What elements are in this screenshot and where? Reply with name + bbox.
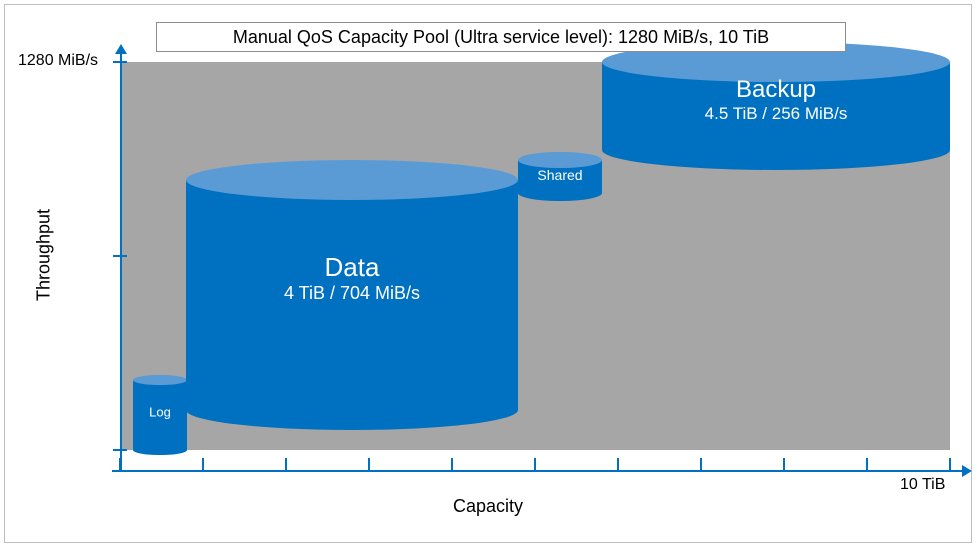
x-tick <box>119 458 121 472</box>
x-tick <box>534 458 536 472</box>
volume-title: Log <box>133 404 187 419</box>
volume-label: Data4 TiB / 704 MiB/s <box>186 252 518 304</box>
cylinder-bottom <box>186 390 518 430</box>
y-axis-arrow-icon <box>115 44 127 54</box>
x-tick <box>202 458 204 472</box>
y-axis-label: Throughput <box>34 209 55 301</box>
volume-title: Backup <box>602 76 950 104</box>
y-tick <box>113 449 127 451</box>
volume-backup: Backup4.5 TiB / 256 MiB/s <box>602 42 950 170</box>
y-tick <box>113 255 127 257</box>
y-axis-line <box>120 52 122 472</box>
x-axis-label: Capacity <box>0 496 976 517</box>
x-tick <box>866 458 868 472</box>
volume-data: Data4 TiB / 704 MiB/s <box>186 160 518 430</box>
x-axis-arrow-icon <box>962 465 972 477</box>
x-tick <box>285 458 287 472</box>
cylinder-top <box>186 160 518 200</box>
cylinder-bottom <box>133 445 187 456</box>
x-tick <box>700 458 702 472</box>
cylinder-bottom <box>518 185 602 202</box>
volume-subtitle: 4.5 TiB / 256 MiB/s <box>602 104 950 124</box>
volume-log: Log <box>133 375 187 456</box>
volume-shared: Shared <box>518 152 602 202</box>
volume-label: Shared <box>518 167 602 183</box>
x-tick <box>783 458 785 472</box>
x-tick <box>949 458 951 472</box>
volume-label: Backup4.5 TiB / 256 MiB/s <box>602 76 950 124</box>
cylinder-bottom <box>602 130 950 170</box>
volume-subtitle: 4 TiB / 704 MiB/s <box>186 283 518 304</box>
x-axis-line <box>112 470 964 472</box>
x-tick <box>617 458 619 472</box>
volume-title: Data <box>186 252 518 283</box>
x-tick <box>368 458 370 472</box>
x-tick <box>451 458 453 472</box>
y-axis-max-label: 1280 MiB/s <box>18 52 98 70</box>
volume-title: Shared <box>518 167 602 183</box>
y-tick <box>113 61 127 63</box>
chart-title: Manual QoS Capacity Pool (Ultra service … <box>233 27 769 48</box>
chart-title-box: Manual QoS Capacity Pool (Ultra service … <box>156 22 846 52</box>
volume-label: Log <box>133 404 187 419</box>
x-axis-max-label: 10 TiB <box>900 476 945 494</box>
